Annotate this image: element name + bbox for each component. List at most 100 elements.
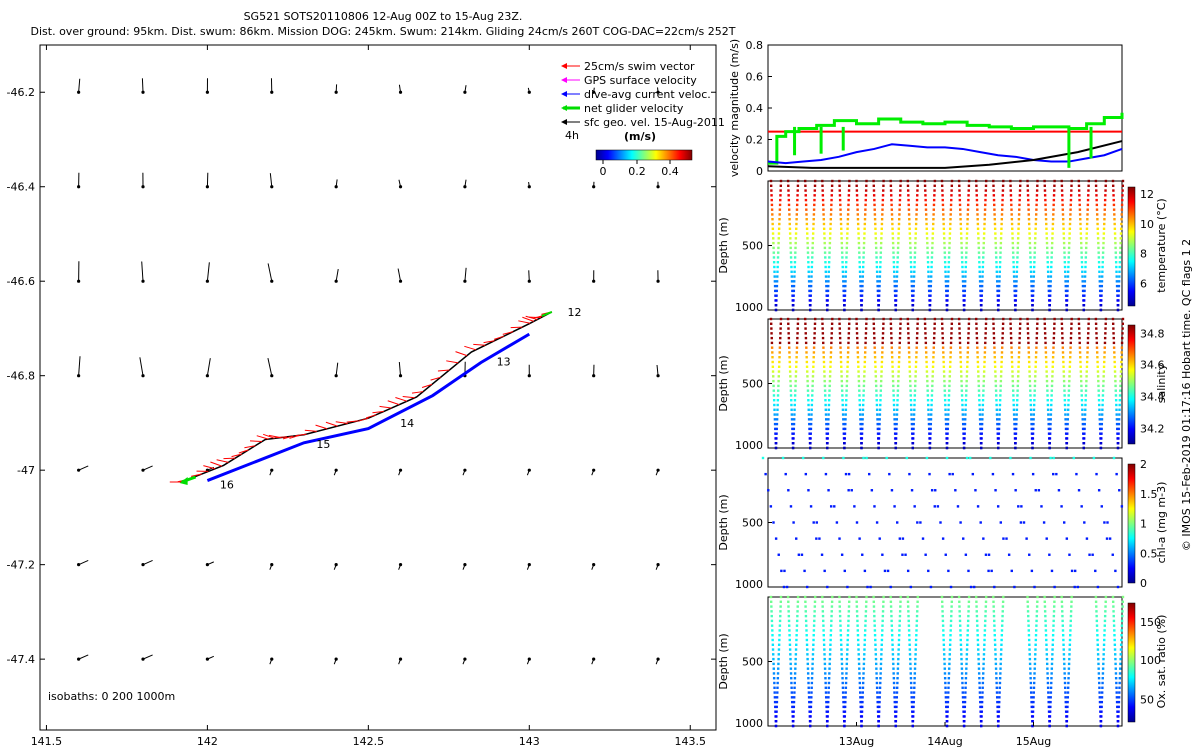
section-point xyxy=(821,194,825,197)
section-point xyxy=(1102,227,1106,230)
section-point xyxy=(1096,356,1099,359)
section-point xyxy=(874,662,878,666)
colorbar-tick-label: 50 xyxy=(1140,693,1154,706)
section-point xyxy=(1077,327,1081,330)
sfc-velocity-arrow xyxy=(398,361,402,376)
section-point xyxy=(1081,418,1084,421)
section-point xyxy=(897,648,900,651)
section-point xyxy=(790,408,793,411)
section-point xyxy=(861,691,864,694)
section-point xyxy=(1012,413,1016,416)
section-point xyxy=(896,389,900,392)
section-point xyxy=(806,379,809,383)
swim-vector xyxy=(249,440,263,443)
depth-tick-label: 500 xyxy=(742,656,763,669)
section-point xyxy=(906,322,910,325)
section-point xyxy=(997,294,1001,297)
legend-arrowhead xyxy=(561,91,567,97)
section-point xyxy=(976,356,979,359)
section-point xyxy=(770,198,773,202)
section-point xyxy=(874,241,878,245)
section-point xyxy=(1096,227,1099,230)
section-point xyxy=(805,346,808,349)
section-point xyxy=(1052,346,1055,349)
section-point xyxy=(774,304,778,307)
section-point xyxy=(926,394,930,397)
section-point xyxy=(1116,585,1120,589)
section-point xyxy=(964,394,968,397)
section-point xyxy=(815,521,818,524)
section-point xyxy=(861,418,864,421)
section-point xyxy=(876,275,879,278)
section-point xyxy=(924,332,927,335)
section-point xyxy=(823,246,827,250)
section-point xyxy=(788,218,791,221)
section-point xyxy=(983,629,987,632)
section-point xyxy=(894,724,897,728)
section-point xyxy=(910,691,913,694)
section-point xyxy=(916,600,919,603)
section-point xyxy=(776,403,779,407)
section-point xyxy=(845,241,849,245)
section-point xyxy=(787,194,790,197)
section-point xyxy=(1016,261,1019,264)
section-point xyxy=(1035,610,1039,613)
section-point xyxy=(1112,610,1115,613)
section-point xyxy=(809,437,812,440)
section-point xyxy=(809,720,812,723)
section-point xyxy=(981,677,985,680)
section-point xyxy=(774,446,778,450)
colorbar-tick-label: 34.6 xyxy=(1140,358,1165,371)
section-point xyxy=(826,289,830,293)
section-point xyxy=(984,605,988,608)
section-point xyxy=(822,356,825,359)
section-point xyxy=(995,261,998,264)
section-point xyxy=(790,270,793,273)
section-point xyxy=(812,521,815,524)
section-point xyxy=(914,384,917,388)
section-point xyxy=(983,624,987,627)
section-point xyxy=(1121,610,1124,613)
section-point xyxy=(845,653,849,656)
section-point xyxy=(975,610,978,613)
section-point xyxy=(1098,265,1101,269)
section-point xyxy=(928,472,931,476)
section-point xyxy=(846,227,849,230)
section-point xyxy=(857,375,860,378)
section-point xyxy=(983,213,987,216)
section-point xyxy=(895,427,898,431)
section-point xyxy=(1031,294,1035,297)
section-point xyxy=(931,232,935,235)
section-point xyxy=(764,472,767,476)
section-point xyxy=(966,629,970,632)
section-point xyxy=(842,696,845,699)
section-point xyxy=(1101,399,1104,402)
colorbar-tick-label: 34.4 xyxy=(1140,390,1165,403)
section-point xyxy=(877,304,880,307)
section-point xyxy=(1066,280,1070,283)
section-point xyxy=(907,610,910,613)
section-point xyxy=(1068,227,1072,230)
section-point xyxy=(805,227,809,230)
section-point xyxy=(771,634,774,637)
section-point xyxy=(813,203,816,207)
section-point xyxy=(997,437,1000,440)
section-point xyxy=(828,653,832,656)
section-point xyxy=(831,595,834,599)
section-point xyxy=(898,610,902,613)
section-point xyxy=(1064,289,1068,293)
section-point xyxy=(792,427,796,431)
section-point xyxy=(995,280,999,283)
section-point xyxy=(1096,585,1100,589)
section-point xyxy=(916,595,919,599)
section-point xyxy=(1049,289,1052,293)
section-point xyxy=(1063,251,1066,254)
section-point xyxy=(932,346,935,349)
section-point xyxy=(1067,256,1070,259)
section-point xyxy=(828,237,832,240)
section-point xyxy=(863,218,867,221)
section-point xyxy=(827,408,830,411)
section-point xyxy=(1048,432,1052,435)
section-point xyxy=(1052,610,1056,613)
section-point xyxy=(1000,213,1004,216)
